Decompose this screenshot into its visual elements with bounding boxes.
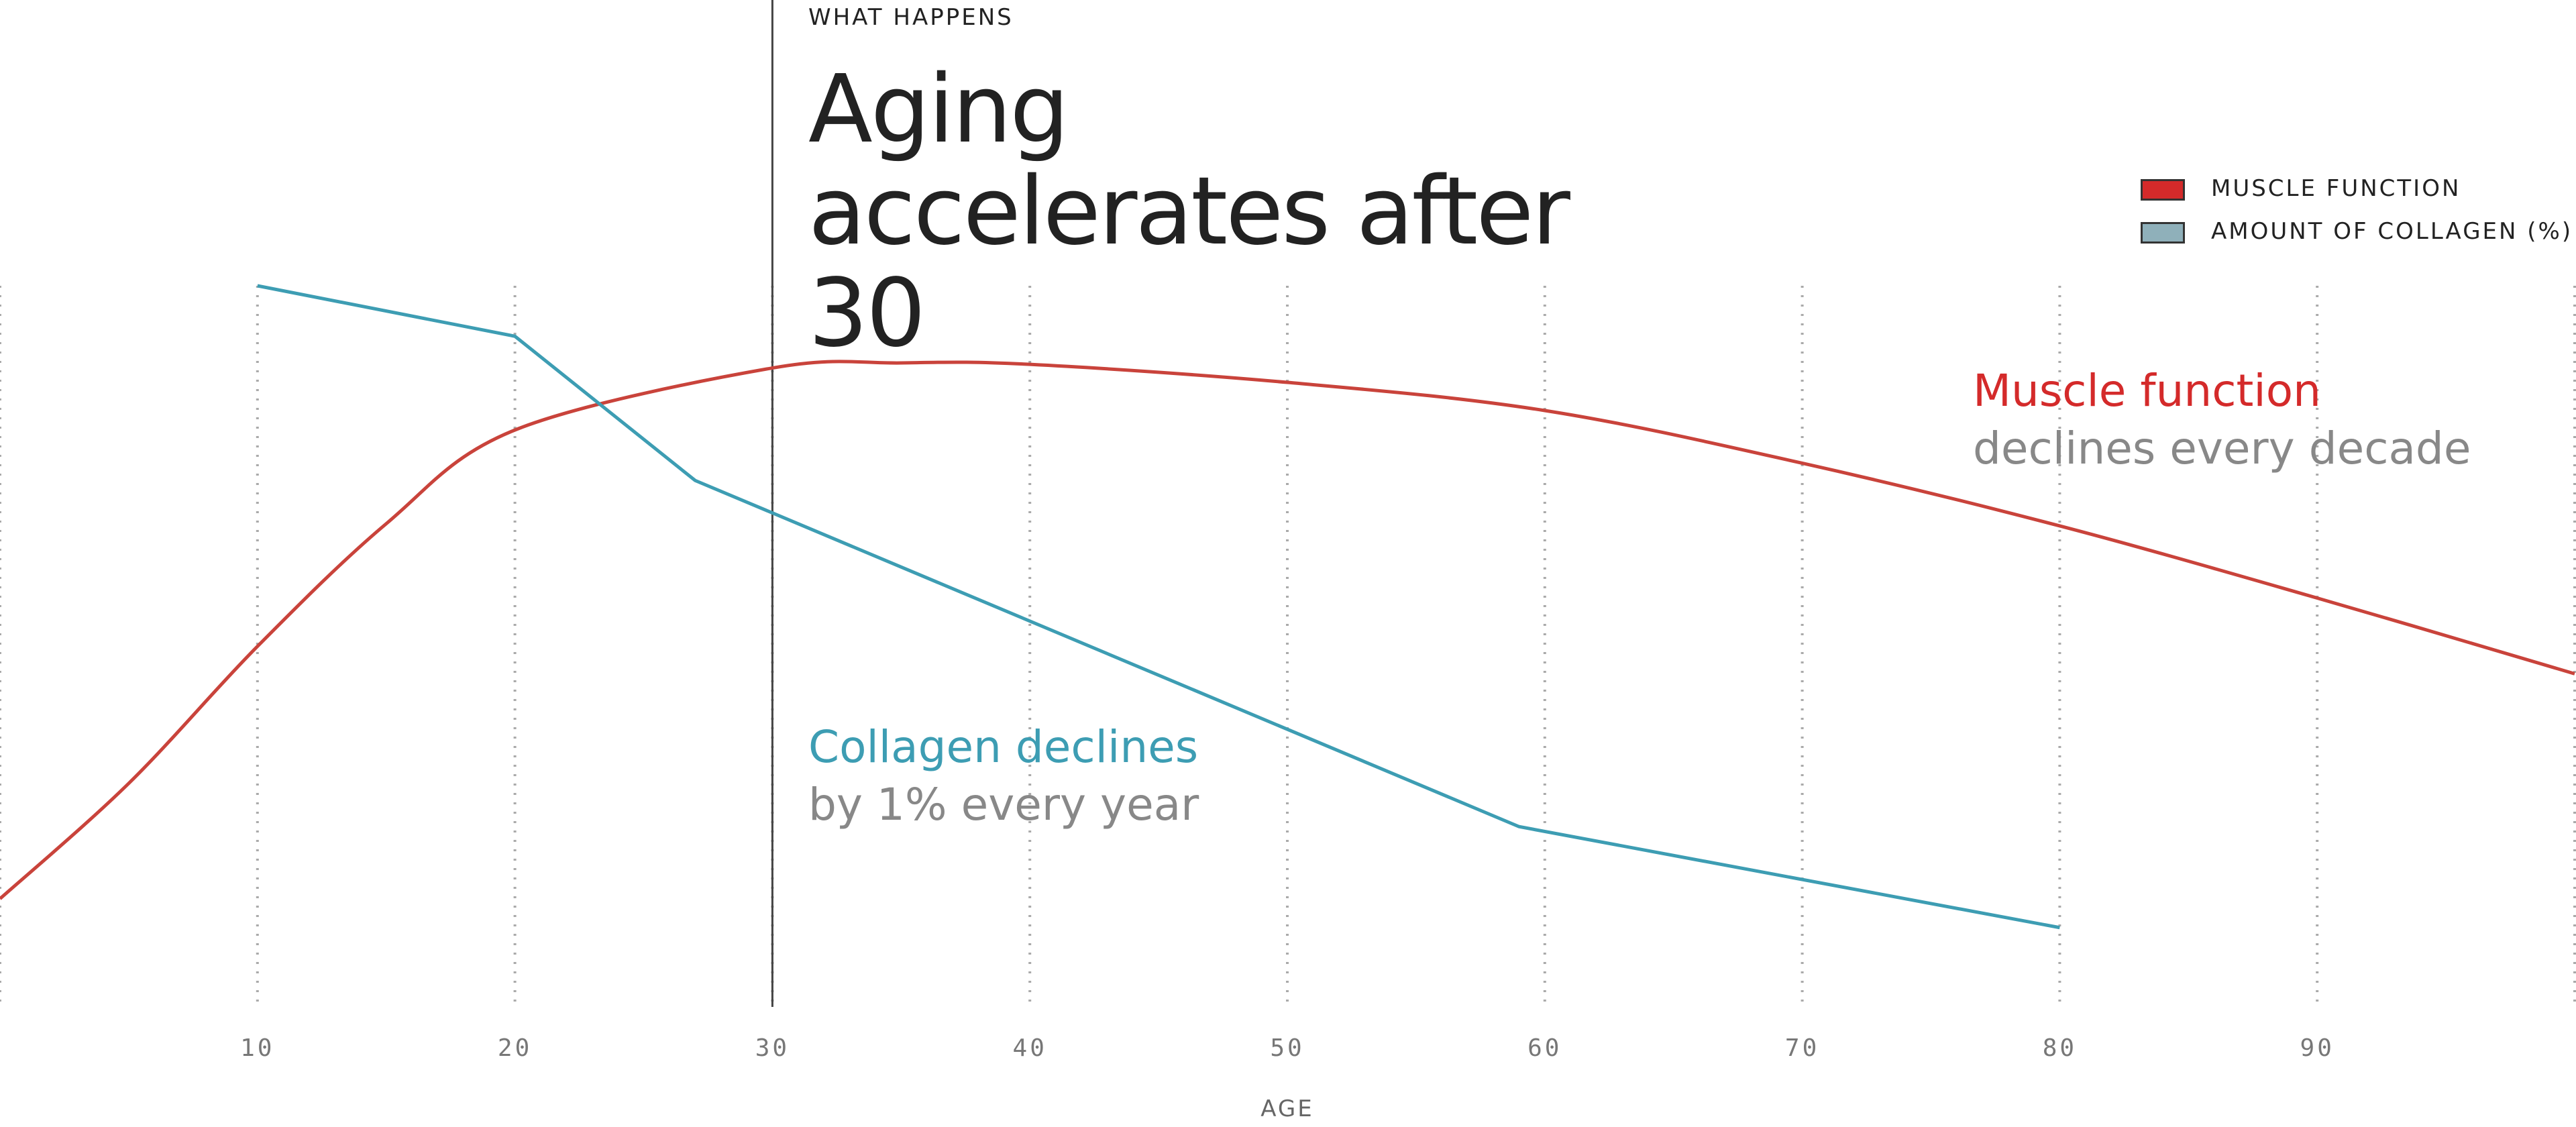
x-tick-label: 70	[1785, 1034, 1819, 1062]
x-tick-label: 60	[1527, 1034, 1562, 1062]
series-line	[257, 284, 2060, 930]
legend-swatch	[2141, 222, 2185, 244]
annotation-title: Collagen declines	[808, 721, 1199, 773]
annotation: Muscle function declines every decade	[1973, 362, 2471, 478]
annotation-title: Muscle function	[1973, 365, 2321, 417]
x-tick-label: 30	[755, 1034, 790, 1062]
x-tick-label: 90	[2300, 1034, 2334, 1062]
x-tick-label: 20	[498, 1034, 532, 1062]
x-tick-label: 50	[1270, 1034, 1304, 1062]
x-axis-label: AGE	[1260, 1095, 1314, 1122]
legend-swatch	[2141, 179, 2185, 201]
x-tick-label: 40	[1013, 1034, 1047, 1062]
annotation: Collagen declines by 1% every year	[808, 718, 1199, 834]
series-line	[0, 360, 2575, 900]
legend-label: AMOUNT OF COLLAGEN (%)	[2211, 218, 2573, 245]
x-tick-label: 10	[240, 1034, 274, 1062]
x-tick-label: 80	[2043, 1034, 2077, 1062]
chart-title: Aging accelerates after 30	[808, 55, 1570, 368]
annotation-text: by 1% every year	[808, 779, 1199, 830]
legend-label: MUSCLE FUNCTION	[2211, 175, 2461, 202]
eyebrow: WHAT HAPPENS	[808, 4, 1014, 31]
annotation-text: declines every decade	[1973, 423, 2471, 474]
